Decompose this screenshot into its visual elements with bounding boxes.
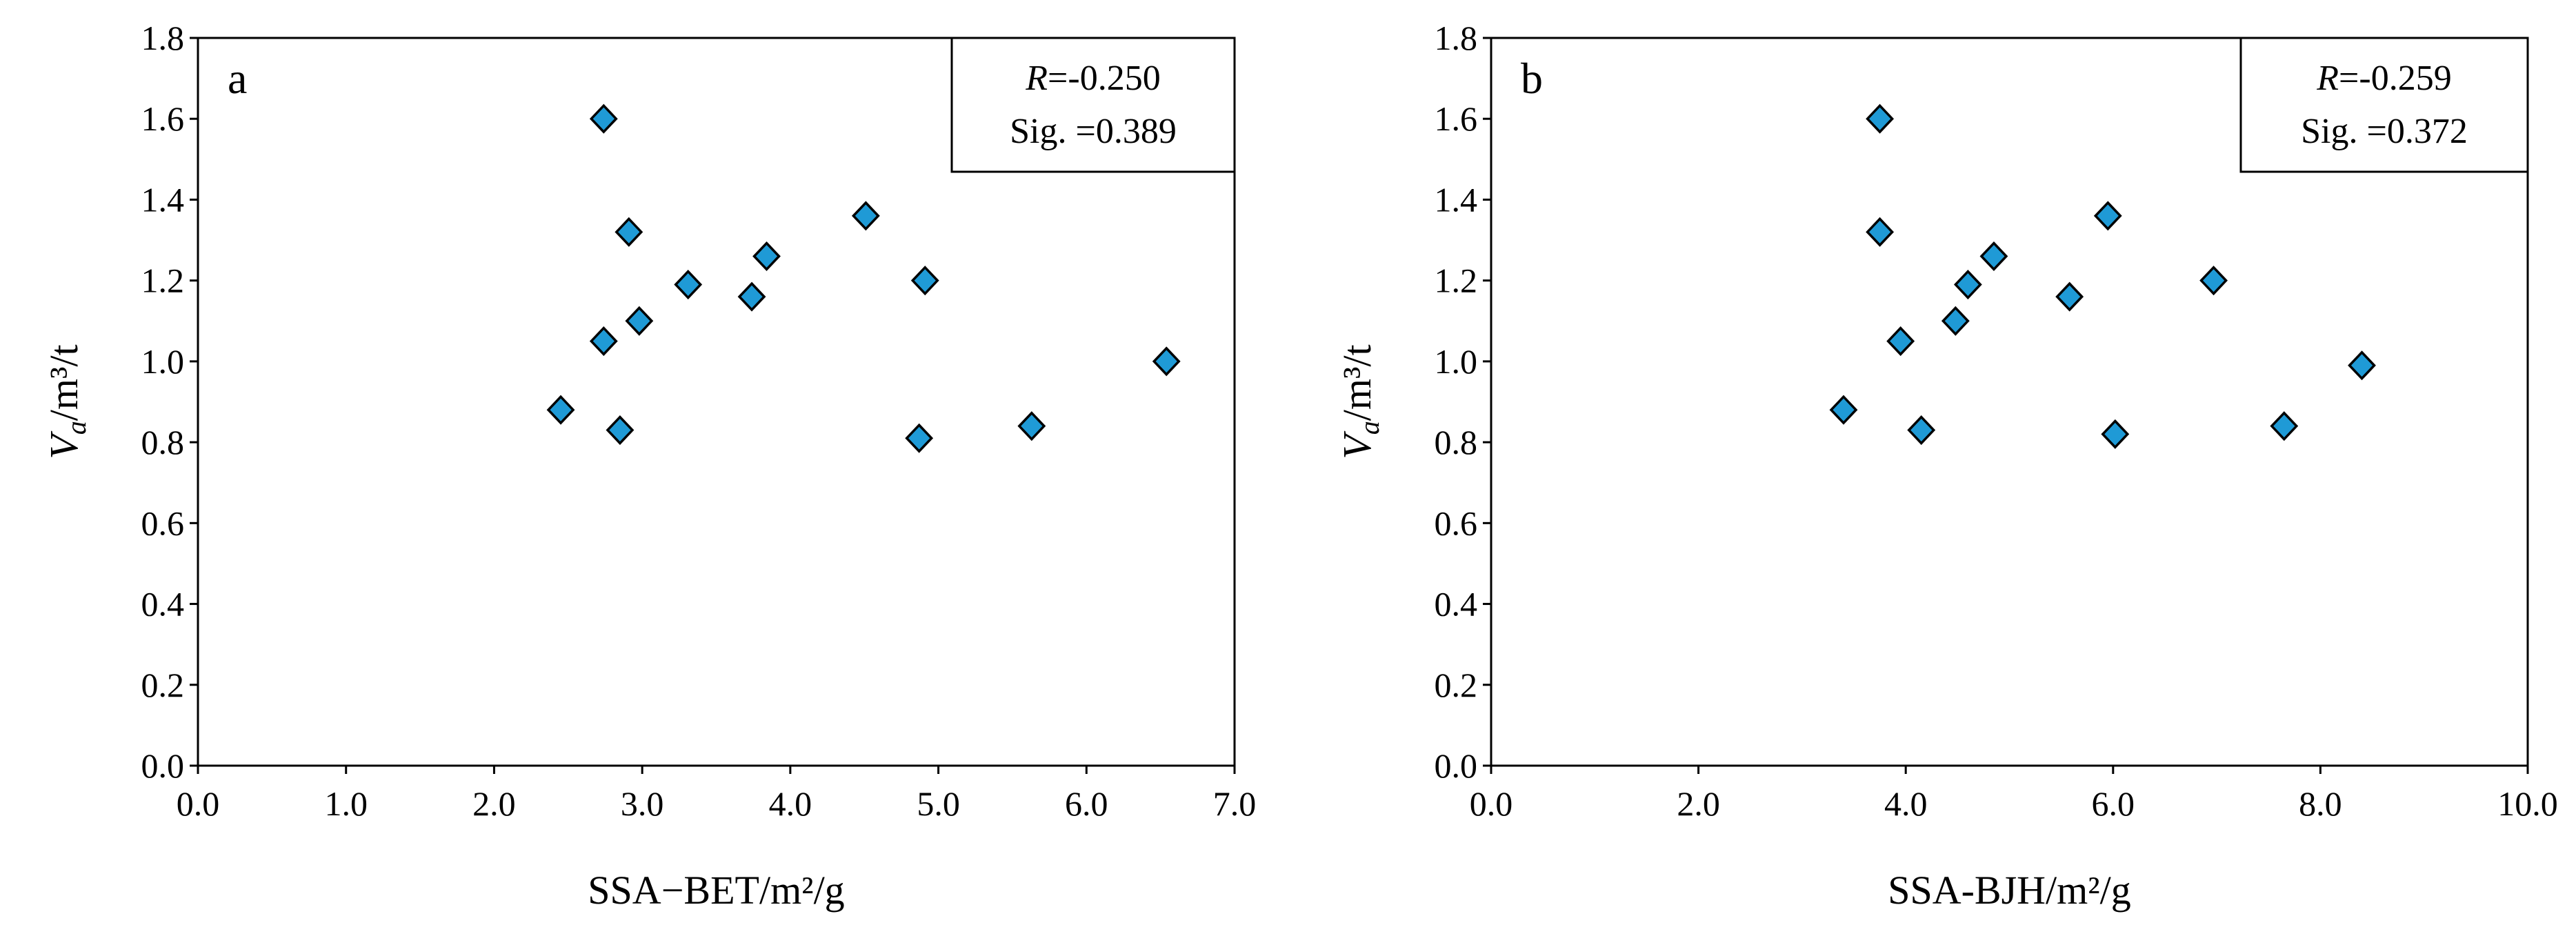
data-point [1152, 346, 1181, 377]
stats-r-text: R=-0.259 [2316, 59, 2451, 98]
data-point [589, 103, 618, 134]
data-point [615, 217, 643, 247]
stats-box [950, 37, 1236, 173]
y-tick-label: 0.8 [1435, 423, 1478, 461]
y-tick-label: 1.2 [1435, 261, 1478, 300]
data-point [2270, 411, 2299, 441]
data-point [1886, 326, 1915, 357]
y-axis-subscript: a [61, 421, 92, 435]
chart-panel-b: 0.0 0.2 0.4 0.6 0.8 1.0 1.2 1.4 1.6 1.8 0.0 2.0 4.0 6… [1335, 19, 2558, 913]
y-axis-unit: /m³/t [41, 344, 86, 421]
stats-r-value: =-0.259 [2339, 59, 2452, 98]
x-tick-label: 10.0 [2497, 784, 2558, 823]
x-tick-label: 4.0 [1884, 784, 1928, 823]
data-point [1979, 241, 2008, 272]
data-point [2055, 281, 2084, 312]
y-axis-symbol: V [41, 430, 86, 459]
y-tick-label: 0.2 [1435, 666, 1478, 704]
y-tick-label: 1.4 [141, 180, 185, 219]
data-point [674, 269, 703, 300]
y-tick-label: 1.4 [1435, 180, 1478, 219]
plot-frame [197, 37, 1236, 767]
data-point [546, 395, 575, 425]
stats-sig-text: Sig. =0.389 [1010, 112, 1177, 151]
x-tick-label: 0.0 [1470, 784, 1513, 823]
x-tick-label: 2.0 [1677, 784, 1720, 823]
data-point [1866, 217, 1895, 247]
data-point [2093, 201, 2122, 231]
data-point [1941, 306, 1970, 336]
y-tick-label: 0.0 [141, 746, 185, 785]
x-axis-title: SSA−BET/m²/g [588, 868, 844, 913]
data-point [589, 326, 618, 357]
panel-label: b [1521, 54, 1543, 103]
data-point [752, 241, 781, 272]
x-tick-label: 6.0 [2092, 784, 2135, 823]
y-tick-label: 1.6 [1435, 99, 1478, 138]
stats-sig-text: Sig. =0.372 [2301, 112, 2468, 151]
data-point [905, 423, 934, 453]
x-axis-title: SSA-BJH/m²/g [1888, 868, 2131, 913]
x-tick-label: 6.0 [1065, 784, 1108, 823]
y-tick-label: 1.2 [141, 261, 185, 300]
y-axis-title: Va/m³/t [1335, 344, 1385, 459]
data-point [1953, 269, 1982, 300]
data-point [910, 266, 939, 296]
chart-panel-a: 0.0 0.2 0.4 0.6 0.8 1.0 1.2 1.4 1.6 1.8 0.0 1.0 2.0 3… [41, 19, 1256, 913]
y-axis-unit: /m³/t [1335, 344, 1379, 421]
x-tick-label: 5.0 [917, 784, 960, 823]
y-tick-label: 1.0 [141, 342, 185, 381]
y-tick-label: 0.4 [1435, 585, 1478, 624]
data-point [1907, 415, 1936, 446]
y-axis-symbol: V [1335, 430, 1379, 459]
y-tick-label: 0.0 [1435, 746, 1478, 785]
x-tick-label: 4.0 [769, 784, 812, 823]
data-point [2348, 350, 2376, 381]
y-tick-label: 1.8 [141, 19, 185, 57]
stats-r-value: =-0.250 [1048, 59, 1161, 98]
y-tick-label: 0.8 [141, 423, 185, 461]
stats-r-text: R=-0.250 [1025, 59, 1160, 98]
x-tick-label: 3.0 [621, 784, 664, 823]
y-tick-label: 0.6 [1435, 504, 1478, 542]
x-tick-label: 7.0 [1213, 784, 1257, 823]
data-point [606, 415, 635, 446]
x-tick-label: 0.0 [177, 784, 220, 823]
x-tick-label: 8.0 [2299, 784, 2342, 823]
data-point [2199, 266, 2228, 296]
data-point [737, 281, 766, 312]
data-point [851, 201, 880, 231]
data-point [2101, 419, 2130, 449]
data-point [1866, 103, 1895, 134]
y-axis-subscript: a [1354, 421, 1385, 435]
y-tick-label: 0.6 [141, 504, 185, 542]
data-point [1017, 411, 1046, 441]
y-tick-label: 0.2 [141, 666, 185, 704]
x-tick-label: 1.0 [324, 784, 368, 823]
stats-r-symbol: R [2316, 59, 2339, 98]
data-point [625, 306, 654, 336]
y-tick-label: 1.6 [141, 99, 185, 138]
x-tick-label: 2.0 [472, 784, 516, 823]
y-tick-label: 0.4 [141, 585, 185, 624]
y-axis-title: Va/m³/t [41, 344, 92, 459]
y-tick-label: 1.0 [1435, 342, 1478, 381]
stats-box [2239, 37, 2529, 173]
panel-label: a [228, 54, 247, 103]
plot-frame [1490, 37, 2529, 767]
stats-r-symbol: R [1025, 59, 1048, 98]
y-tick-label: 1.8 [1435, 19, 1478, 57]
data-point [1829, 395, 1858, 425]
